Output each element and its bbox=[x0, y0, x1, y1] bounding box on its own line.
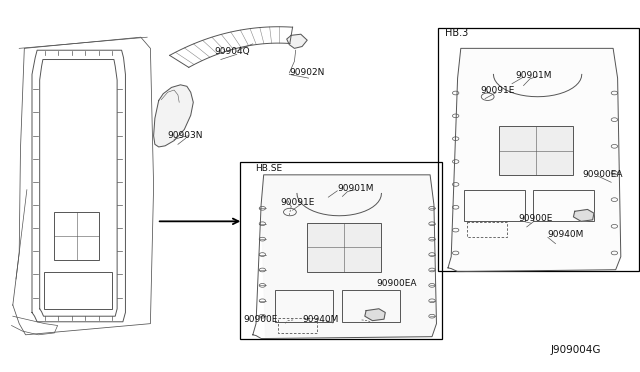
Polygon shape bbox=[287, 34, 307, 48]
Text: 90940M: 90940M bbox=[302, 315, 339, 324]
Text: HB.SE: HB.SE bbox=[255, 164, 282, 173]
Text: 90901M: 90901M bbox=[337, 184, 374, 193]
Text: 90900E: 90900E bbox=[518, 214, 553, 223]
Bar bbox=[44, 272, 112, 309]
Text: 90900EA: 90900EA bbox=[582, 170, 623, 179]
Bar bbox=[499, 126, 573, 175]
Text: 90900E: 90900E bbox=[243, 315, 278, 324]
Polygon shape bbox=[448, 48, 621, 272]
Text: 90091E: 90091E bbox=[480, 86, 515, 95]
Bar bbox=[464, 190, 525, 221]
Polygon shape bbox=[261, 175, 436, 339]
Text: HB.3: HB.3 bbox=[445, 29, 468, 38]
Bar bbox=[240, 162, 442, 339]
Polygon shape bbox=[365, 309, 385, 321]
Text: 90940M: 90940M bbox=[548, 230, 584, 239]
Bar bbox=[275, 290, 333, 322]
Polygon shape bbox=[154, 85, 193, 147]
Text: 90091E: 90091E bbox=[280, 198, 315, 207]
Text: 90901M: 90901M bbox=[516, 71, 552, 80]
Bar bbox=[438, 28, 639, 271]
Text: 90902N: 90902N bbox=[289, 68, 324, 77]
Text: 90904Q: 90904Q bbox=[214, 47, 250, 56]
Bar bbox=[342, 290, 400, 322]
Text: 90900EA: 90900EA bbox=[376, 279, 417, 288]
Bar bbox=[307, 223, 381, 272]
Text: 90903N: 90903N bbox=[168, 131, 203, 140]
Polygon shape bbox=[573, 209, 594, 221]
Text: J909004G: J909004G bbox=[550, 346, 601, 355]
Bar bbox=[533, 190, 594, 221]
